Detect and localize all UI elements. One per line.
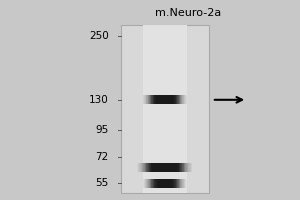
Text: 95: 95 (95, 125, 109, 135)
Text: m.Neuro-2a: m.Neuro-2a (155, 8, 221, 18)
Bar (142, 25, 187, 193)
Text: 130: 130 (89, 95, 109, 105)
Bar (121, 25, 209, 193)
Text: 55: 55 (95, 178, 109, 188)
Text: 250: 250 (89, 31, 109, 41)
Text: 72: 72 (95, 152, 109, 162)
